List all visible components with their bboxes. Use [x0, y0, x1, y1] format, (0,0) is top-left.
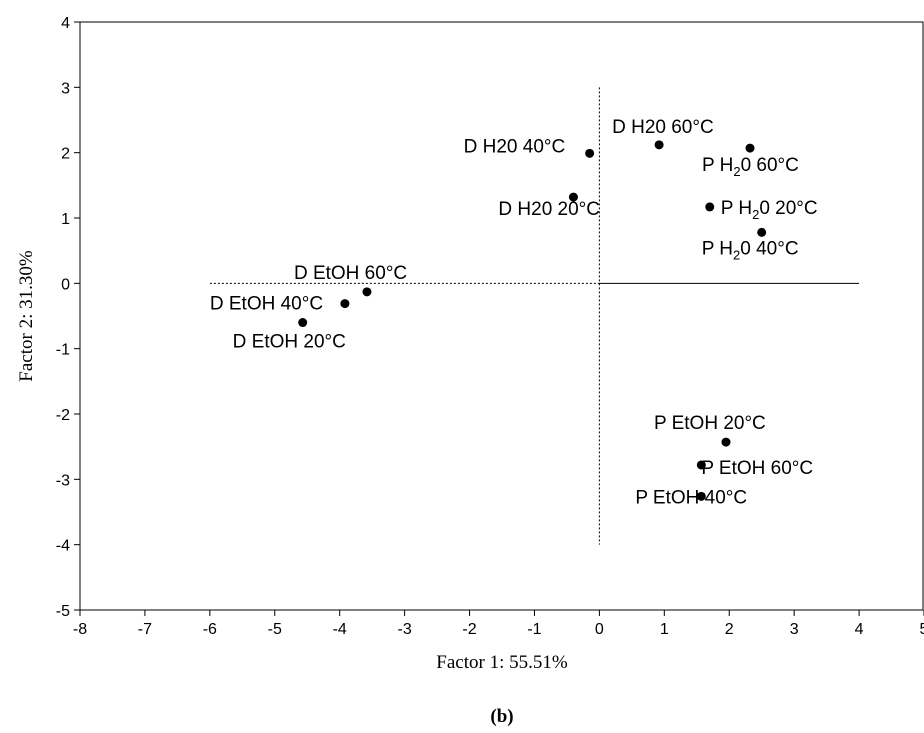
y-axis-ticks: -5 -4 -3 -2 -1 0 1 2 3 4 [56, 15, 80, 620]
panel-label: (b) [490, 706, 513, 727]
point-label: P EtOH 20°C [654, 413, 766, 434]
x-tick-label: -6 [203, 621, 217, 638]
point-label: D H20 40°C [464, 136, 566, 157]
y-tick-label: -3 [56, 472, 70, 489]
x-tick-label: 1 [660, 621, 669, 638]
y-axis-title: Factor 2: 31.30% [16, 250, 37, 382]
y-tick-label: 1 [61, 211, 70, 228]
point-label: D EtOH 40°C [210, 294, 323, 315]
data-point [298, 318, 308, 328]
point-label: P H20 20°C [721, 198, 818, 222]
data-point [721, 437, 731, 447]
data-point [568, 192, 578, 202]
point-label: D EtOH 20°C [233, 332, 346, 353]
point-label: D H20 60°C [612, 117, 714, 138]
data-point [745, 143, 755, 153]
point-label: P H20 40°C [702, 238, 799, 262]
point-label: D EtOH 60°C [294, 263, 407, 284]
point-label: P EtOH 60°C [701, 458, 813, 479]
x-tick-label: -8 [73, 621, 87, 638]
x-tick-label: -2 [462, 621, 476, 638]
x-tick-label: 0 [595, 621, 604, 638]
reference-lines [209, 87, 860, 545]
data-point [757, 227, 767, 237]
y-tick-label: 2 [61, 146, 70, 163]
y-tick-label: 0 [61, 276, 70, 293]
y-tick-label: -5 [56, 603, 70, 620]
x-tick-label: 5 [920, 621, 924, 638]
y-tick-label: -1 [56, 342, 70, 359]
data-point [705, 202, 715, 212]
x-tick-label: -5 [268, 621, 282, 638]
y-tick-label: -2 [56, 407, 70, 424]
data-points [298, 140, 767, 501]
data-point [696, 491, 706, 501]
y-tick-label: 3 [61, 80, 70, 97]
x-tick-label: -4 [333, 621, 347, 638]
x-axis-ticks: -8 -7 -6 -5 -4 -3 -2 -1 0 1 2 3 4 5 [73, 610, 924, 638]
data-point [340, 299, 350, 309]
y-tick-label: -4 [56, 538, 70, 555]
point-label: P EtOH 40°C [635, 487, 747, 508]
data-point [585, 148, 595, 158]
x-tick-label: -1 [527, 621, 541, 638]
point-label: D H20 20°C [498, 199, 600, 220]
y-tick-label: 4 [61, 15, 70, 32]
x-tick-label: -3 [397, 621, 411, 638]
point-labels: D H20 60°C D H20 40°C D H20 20°C P H20 60°C… [210, 117, 818, 508]
x-tick-label: -7 [138, 621, 152, 638]
data-point [696, 460, 706, 470]
x-tick-label: 2 [725, 621, 734, 638]
x-tick-label: 4 [855, 621, 864, 638]
x-axis-title: Factor 1: 55.51% [436, 652, 568, 673]
data-point [654, 140, 664, 150]
x-tick-label: 3 [790, 621, 799, 638]
data-point [362, 287, 372, 297]
plot-frame [79, 21, 924, 611]
point-label: P H20 60°C [702, 155, 799, 179]
